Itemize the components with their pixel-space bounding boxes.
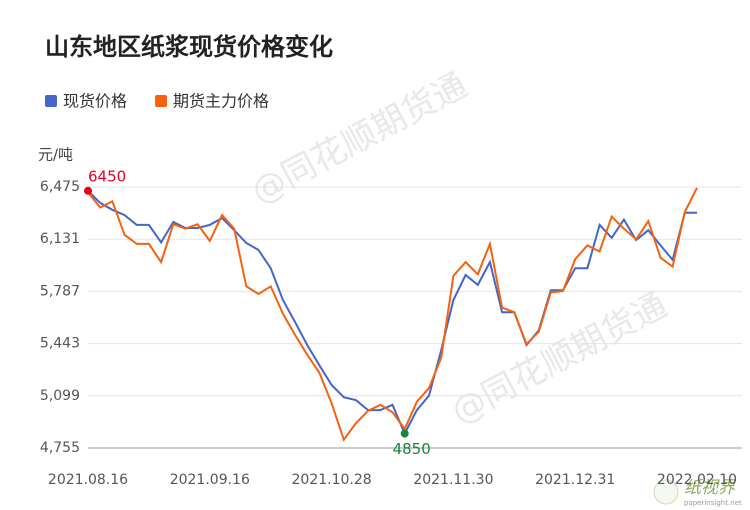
legend-swatch [45,95,57,107]
chart-title: 山东地区纸浆现货价格变化 [45,33,333,61]
y-tick-label: 5,443 [40,336,80,352]
annotation-dot [84,186,92,195]
watermark: @同花顺期货通 [245,65,474,212]
watermark: @同花顺期货通 [445,285,674,432]
x-tick-label: 2021.12.31 [535,472,615,488]
x-tick-label: 2021.11.30 [413,472,493,488]
legend-label: 期货主力价格 [173,92,269,111]
y-tick-label: 5,099 [40,388,80,404]
annotation-label: 4850 [393,440,431,458]
y-unit: 元/吨 [38,146,73,164]
annotation-label: 6450 [88,167,126,185]
x-tick-label: 2021.10.28 [292,472,372,488]
x-tick-label: 2022.02.10 [657,472,737,488]
x-tick-label: 2021.09.16 [170,472,250,488]
annotation-dot [400,429,409,438]
legend-label: 现货价格 [63,92,127,111]
series-line [87,187,698,442]
logo-url: paperinsight.net [684,499,742,507]
logo-icon [653,479,679,505]
x-tick-label: 2021.08.16 [48,472,128,488]
y-tick-label: 6,475 [40,179,80,195]
y-tick-label: 5,787 [40,283,80,299]
logo-name: 纸视界 [684,478,736,498]
y-tick-label: 6,131 [40,231,80,247]
y-tick-label: 4,755 [40,440,80,456]
legend-swatch [155,95,168,107]
